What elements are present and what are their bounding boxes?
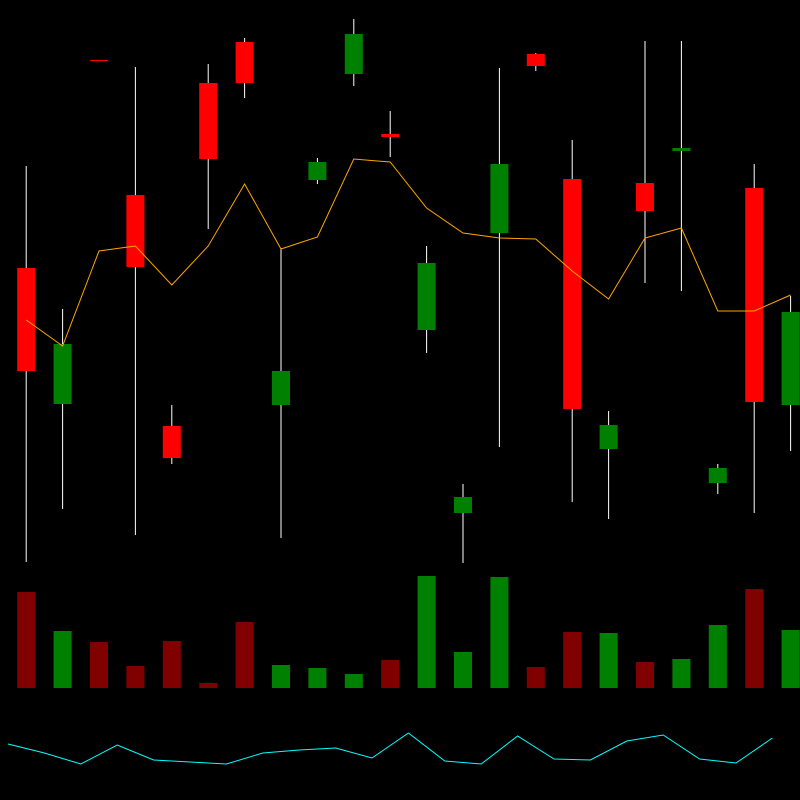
volume-bar	[235, 622, 254, 688]
volume-bar	[17, 592, 36, 688]
volume-bar	[708, 625, 727, 688]
volume-bar	[745, 589, 764, 688]
indicator-line	[7, 732, 773, 765]
candle-body	[454, 497, 472, 513]
candle-body	[490, 164, 509, 233]
volume-bar	[417, 576, 436, 688]
candle-body	[90, 60, 108, 61]
candle-body	[526, 54, 545, 66]
candle-body	[308, 162, 327, 180]
candle-body	[344, 34, 363, 74]
candle-body	[53, 344, 72, 404]
candle-body	[563, 179, 582, 409]
volume-bar	[308, 668, 327, 688]
volume-bar	[526, 667, 545, 688]
volume-bar	[563, 632, 582, 688]
volume-bar	[126, 666, 145, 688]
candle-body	[235, 42, 254, 83]
volume-bar	[454, 652, 472, 688]
candle-body	[672, 148, 691, 151]
volume-bar	[199, 683, 218, 688]
volume-bar	[90, 642, 108, 688]
volume-bar	[344, 674, 363, 688]
volume-bar	[672, 659, 691, 688]
volume-bar	[599, 633, 618, 688]
candle-body	[199, 83, 218, 159]
candle-body	[272, 371, 290, 405]
candle-body	[708, 468, 727, 483]
volume-bar	[781, 630, 800, 688]
candle-body	[17, 268, 36, 371]
candle-body	[417, 263, 436, 330]
candle-body	[126, 195, 145, 267]
volume-bar	[162, 641, 181, 688]
candle-body	[162, 426, 181, 458]
candle-body	[745, 188, 764, 402]
volume-bar	[272, 665, 290, 688]
volume-bar	[381, 660, 400, 688]
moving-average	[25, 158, 791, 347]
candle-body	[636, 183, 654, 211]
volume-bar	[490, 577, 509, 688]
volume-bar	[636, 662, 654, 688]
candle-body	[381, 134, 400, 137]
volume-bar	[53, 631, 72, 688]
candle-body	[599, 425, 618, 449]
candle-body	[781, 312, 800, 405]
